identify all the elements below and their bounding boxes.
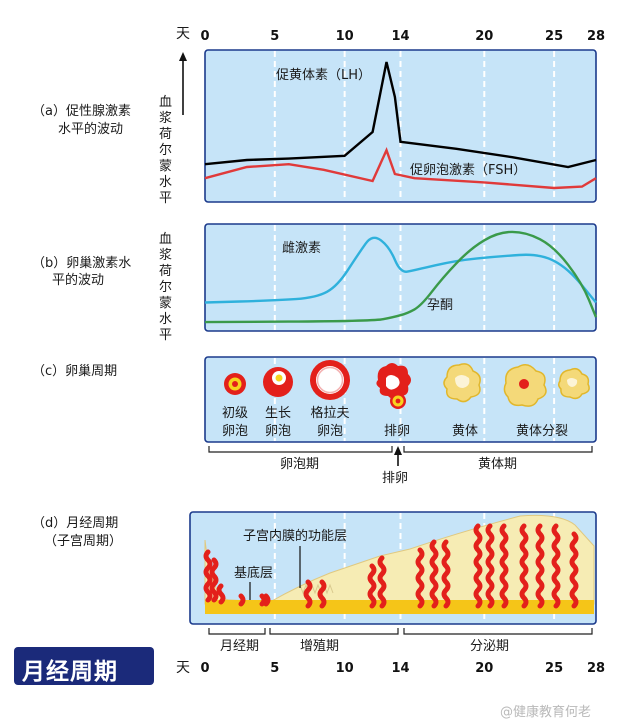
spiral-artery [238,593,246,607]
day-tick-10: 10 [336,661,354,676]
day-tick-0: 0 [200,661,209,676]
top-day-unit: 天 [176,26,190,42]
growing-follicle [263,367,293,397]
panel-b-label-line1: （b）卵巢激素水 [32,256,132,271]
day-tick-28: 28 [587,29,605,44]
panel-d-label-line2: （子宫周期） [44,534,123,549]
stage-growing-line1: 生长 [264,406,291,421]
spiral-artery [216,583,226,605]
day-tick-0: 0 [200,29,209,44]
secretory-phase-bracket [403,628,593,635]
page-title: 月经周期 [22,659,118,685]
ovulating-follicle [376,363,411,409]
spiral-artery [303,579,313,609]
lh-series-line [204,61,597,169]
stage-graafian-line1: 格拉夫 [310,406,350,421]
panel-a-y-arrow-head [179,52,187,61]
spiral-arteries [203,523,579,609]
ovulation-arrow-head [394,446,402,455]
fsh-label: 促卵泡激素（FSH） [410,163,527,178]
day-tick-10: 10 [336,29,354,44]
top-day-axis: 0 5 10 14 20 25 28 [200,29,605,44]
spiral-artery [551,523,561,609]
stage-corpus-luteum-label: 黄体 [451,424,478,439]
stage-corpus-luteum-dividing-label: 黄体分裂 [515,424,568,439]
spiral-artery [263,593,271,607]
spiral-artery [499,523,509,609]
basal-layer [205,600,594,614]
spiral-artery [535,523,545,609]
day-tick-28: 28 [587,661,605,676]
bottom-day-unit: 天 [176,660,190,676]
spiral-artery [485,523,495,609]
ovulation-arrow-label: 排卵 [382,471,409,486]
graafian-follicle [310,360,350,400]
menstrual-phase-bracket [208,628,266,635]
day-tick-20: 20 [475,661,493,676]
day-tick-5: 5 [270,29,279,44]
spiral-artery [377,555,387,609]
luteal-phase-bracket [403,446,593,453]
progesterone-series-line [204,230,598,324]
spiral-artery [367,563,377,609]
spiral-artery [519,523,529,609]
follicular-phase-bracket [208,446,393,453]
functional-layer-label: 子宫内膜的功能层 [243,529,348,544]
spiral-artery [259,593,267,607]
panel-a-y-axis-label: 血浆荷尔蒙水平 [159,95,173,206]
day-tick-5: 5 [270,661,279,676]
stage-growing-line2: 卵泡 [264,424,291,439]
stage-graafian-line2: 卵泡 [316,424,343,439]
day-tick-14: 14 [391,29,409,44]
panel-d-label-line1: （d）月经周期 [32,516,119,531]
corpus-luteum-dividing [503,364,547,407]
secretory-phase-label: 分泌期 [470,639,510,654]
panel-b-gridlines [273,225,556,330]
spiral-artery [429,539,439,609]
basal-layer-label: 基底层 [234,566,274,581]
panel-c-label: （c）卵巢周期 [32,364,118,379]
estrogen-label: 雌激素 [282,241,322,256]
endometrium-texture [299,583,334,595]
stage-primary-line2: 卵泡 [221,424,248,439]
luteal-phase-label: 黄体期 [478,457,518,472]
proliferative-phase-bracket [269,628,399,635]
stage-ovulation-label: 排卵 [383,424,410,439]
lh-label: 促黄体素（LH） [276,68,372,83]
panel-a-label-line2: 水平的波动 [58,122,124,137]
follicular-phase-label: 卵泡期 [280,457,320,472]
watermark: @健康教育何老 [500,705,592,720]
fsh-series-line [204,146,597,190]
spiral-artery [209,557,219,603]
estrogen-series-line [204,236,597,304]
spiral-artery [203,549,213,603]
corpus-luteum [443,363,481,403]
spiral-artery [473,523,483,609]
progesterone-label: 孕酮 [427,298,454,313]
day-tick-25: 25 [545,29,563,44]
corpus-albicans [557,367,590,400]
panel-b-label-line2: 平的波动 [52,273,105,288]
spiral-artery [569,531,579,609]
day-tick-25: 25 [545,661,563,676]
spiral-artery [441,539,451,609]
menstrual-phase-label: 月经期 [220,639,260,654]
day-tick-14: 14 [391,661,409,676]
spiral-artery [317,579,327,609]
panel-b-y-axis-label: 血浆荷尔蒙水平 [159,232,173,343]
primary-follicle [224,373,246,395]
bottom-day-axis: 0 5 10 14 20 25 28 [200,661,605,676]
title-banner [14,647,154,685]
proliferative-phase-label: 增殖期 [300,639,340,654]
day-tick-20: 20 [475,29,493,44]
stage-primary-line1: 初级 [221,406,248,421]
panel-a-gridlines [273,51,556,201]
panel-a-label-line1: （a）促性腺激素 [32,104,131,119]
spiral-artery [415,547,425,609]
